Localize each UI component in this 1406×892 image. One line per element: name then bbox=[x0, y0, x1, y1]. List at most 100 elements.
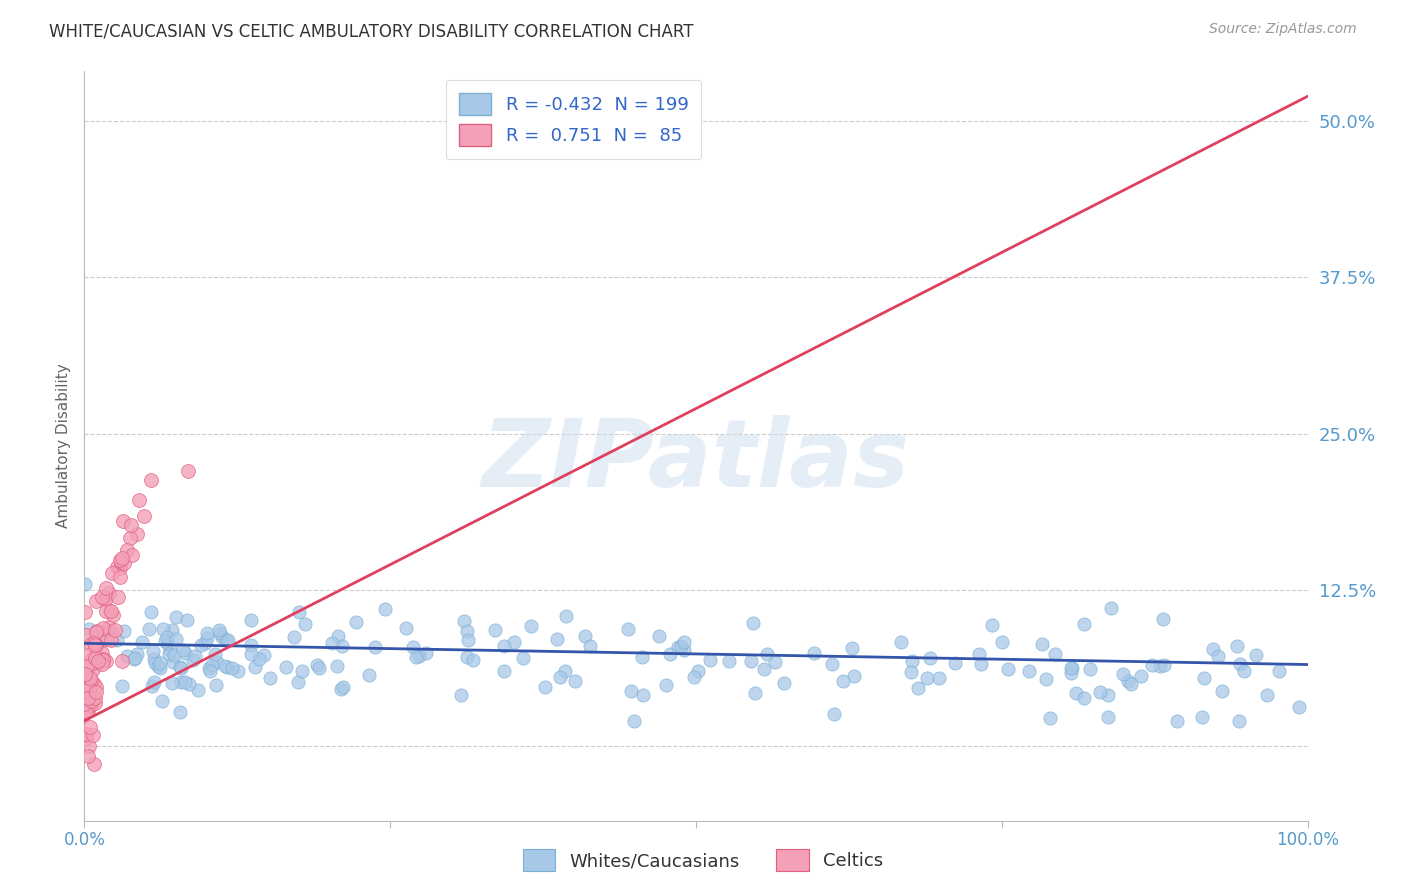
Point bbox=[1256, 688, 1278, 702]
Point bbox=[208, 624, 231, 638]
Point bbox=[842, 669, 865, 683]
Point bbox=[620, 683, 643, 698]
Point bbox=[156, 636, 179, 650]
Point bbox=[574, 629, 596, 643]
Point bbox=[82, 662, 104, 676]
Point bbox=[84, 638, 107, 652]
Point bbox=[688, 664, 710, 678]
Point bbox=[195, 632, 218, 646]
Point bbox=[94, 603, 117, 617]
Point bbox=[84, 680, 107, 694]
Point bbox=[288, 605, 311, 619]
Point bbox=[1233, 664, 1256, 678]
Point bbox=[127, 526, 149, 541]
Point bbox=[132, 508, 155, 523]
Point bbox=[287, 675, 309, 690]
Point bbox=[672, 634, 695, 648]
Point bbox=[1267, 664, 1289, 678]
Point bbox=[215, 633, 238, 648]
Point bbox=[253, 648, 276, 662]
Point bbox=[997, 662, 1019, 676]
Point bbox=[111, 654, 134, 668]
Point bbox=[564, 674, 586, 689]
Legend: R = -0.432  N = 199, R =  0.751  N =  85: R = -0.432 N = 199, R = 0.751 N = 85 bbox=[446, 80, 702, 159]
Point bbox=[900, 665, 922, 679]
Point bbox=[165, 632, 187, 647]
Point bbox=[91, 651, 114, 665]
Point bbox=[484, 623, 506, 637]
Point bbox=[744, 686, 766, 700]
Point bbox=[773, 676, 796, 690]
Point bbox=[98, 604, 121, 618]
Point bbox=[73, 706, 96, 721]
Point bbox=[152, 622, 174, 636]
Point bbox=[115, 648, 138, 663]
Point bbox=[457, 633, 479, 648]
Point bbox=[97, 620, 120, 634]
Point bbox=[120, 531, 142, 545]
Point bbox=[96, 632, 118, 647]
Point bbox=[84, 594, 107, 608]
Point bbox=[96, 654, 118, 668]
Point bbox=[980, 618, 1002, 632]
Point bbox=[217, 632, 239, 647]
Point bbox=[170, 661, 193, 675]
Point bbox=[326, 629, 349, 643]
Point bbox=[107, 591, 129, 605]
Point bbox=[533, 680, 555, 694]
Point bbox=[332, 680, 354, 694]
Point bbox=[823, 706, 845, 721]
Point bbox=[1018, 664, 1040, 678]
Point bbox=[1229, 657, 1251, 672]
Point bbox=[890, 635, 912, 649]
Point bbox=[120, 518, 142, 533]
Point bbox=[86, 624, 108, 639]
Point bbox=[456, 649, 478, 664]
Point bbox=[655, 678, 678, 692]
Point bbox=[631, 688, 654, 702]
Point bbox=[205, 655, 228, 669]
Point bbox=[344, 615, 367, 629]
Point bbox=[96, 591, 118, 606]
Point bbox=[918, 651, 941, 665]
Point bbox=[405, 650, 427, 665]
Point bbox=[450, 688, 472, 702]
Point bbox=[87, 657, 110, 671]
Point bbox=[80, 698, 103, 712]
Point bbox=[943, 656, 966, 670]
Point bbox=[669, 640, 692, 654]
Point bbox=[141, 679, 163, 693]
Point bbox=[907, 681, 929, 696]
Point bbox=[169, 659, 191, 673]
Point bbox=[162, 623, 184, 637]
Point bbox=[77, 648, 100, 662]
Point bbox=[1140, 657, 1163, 672]
Point bbox=[374, 602, 396, 616]
Point bbox=[77, 739, 100, 753]
Point bbox=[672, 643, 695, 657]
Point bbox=[1112, 667, 1135, 681]
Point bbox=[79, 673, 101, 687]
Point bbox=[305, 658, 328, 673]
Point bbox=[179, 677, 201, 691]
Point bbox=[176, 613, 198, 627]
Point bbox=[658, 647, 681, 661]
Point bbox=[803, 646, 825, 660]
Point bbox=[112, 556, 135, 570]
Point bbox=[93, 592, 115, 607]
Point bbox=[91, 621, 114, 635]
Point bbox=[204, 647, 226, 661]
Point bbox=[294, 616, 316, 631]
Point bbox=[1035, 672, 1057, 686]
Point bbox=[110, 553, 132, 567]
Point bbox=[100, 604, 122, 618]
Point bbox=[240, 613, 263, 627]
Point bbox=[87, 653, 110, 667]
Point bbox=[1073, 616, 1095, 631]
Point bbox=[97, 624, 120, 639]
Point bbox=[1116, 674, 1139, 689]
Point bbox=[122, 651, 145, 665]
Point bbox=[1060, 661, 1083, 675]
Point bbox=[174, 647, 197, 661]
Legend: Whites/Caucasians, Celtics: Whites/Caucasians, Celtics bbox=[516, 842, 890, 879]
